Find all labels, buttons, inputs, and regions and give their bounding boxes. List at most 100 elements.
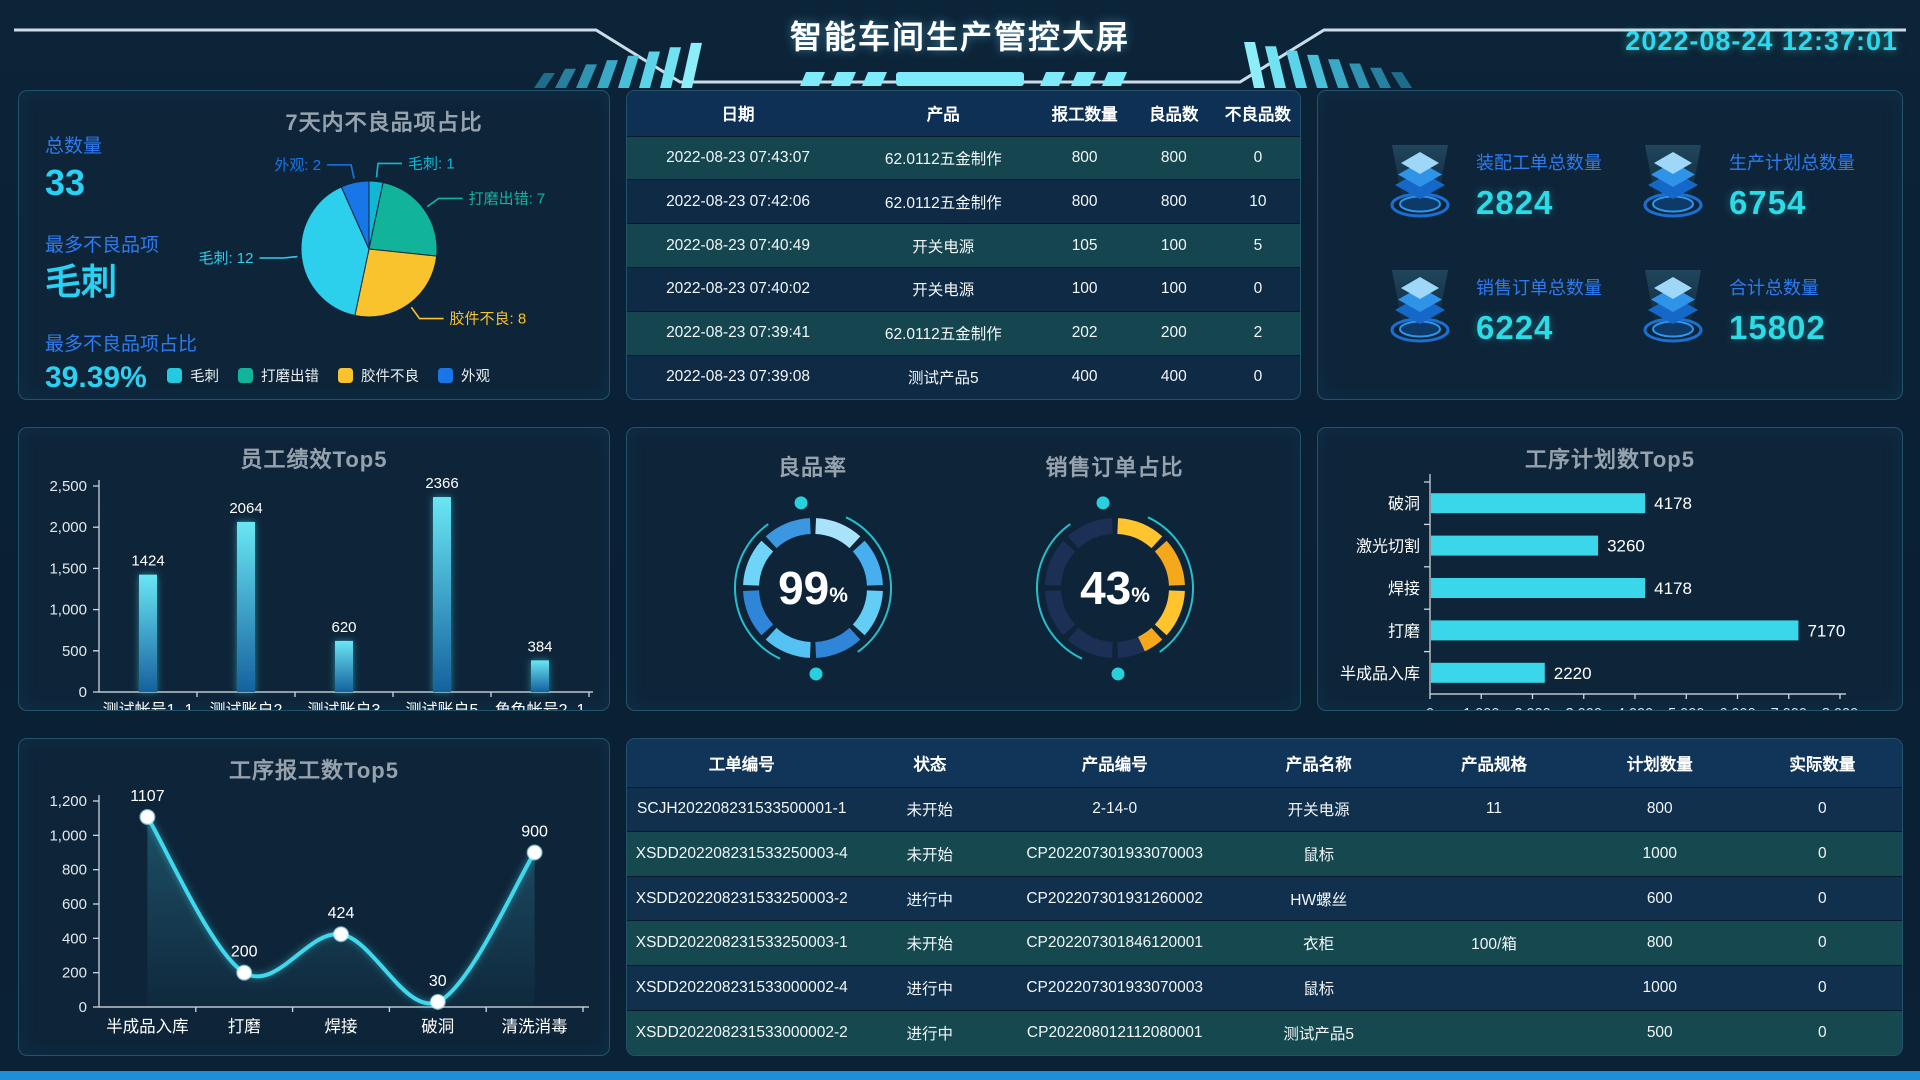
bar: [433, 497, 451, 692]
cell: CP202207301933070003: [1003, 965, 1227, 1011]
cell: 2022-08-23 07:40:49: [627, 223, 850, 268]
cell: 0: [1215, 135, 1300, 180]
bar: [335, 640, 353, 692]
svg-text:7170: 7170: [1807, 621, 1845, 640]
cell: 62.0112五金制作: [849, 179, 1038, 224]
legend-swatch: [238, 368, 253, 383]
svg-text:200: 200: [62, 965, 87, 982]
svg-text:焊接: 焊接: [325, 1017, 358, 1036]
svg-text:测试账户3: 测试账户3: [308, 701, 381, 711]
svg-text:384: 384: [527, 638, 552, 655]
svg-text:2064: 2064: [229, 500, 262, 517]
cell: 1000: [1576, 965, 1743, 1011]
bar: [531, 660, 549, 692]
stat-card-value: 2824: [1476, 184, 1554, 221]
stat-card-value: 6224: [1476, 309, 1554, 346]
cell: 202: [1037, 310, 1132, 356]
cell: 衣柜: [1226, 920, 1412, 966]
stat-label: 最多不良品项: [45, 235, 160, 256]
legend-label: 毛刺: [190, 369, 219, 385]
stat-value: 毛刺: [45, 261, 118, 302]
gauge-segment: [1067, 627, 1113, 658]
gauge-segment: [814, 518, 860, 549]
cell: 未开始: [856, 831, 1004, 877]
stat-total: 总数量 33: [45, 131, 197, 201]
process-plan-hbar-chart: 0 1,000 2,000 3,000 4,000 5,000 6,000 7,000 8,00…: [1340, 474, 1858, 711]
cell: 进行中: [856, 875, 1004, 921]
chart-title: 工序报工数Top5: [229, 758, 399, 783]
table-row: SCJH202208231533500001-1 未开始 2-14-0 开关电源 11 8…: [627, 786, 1902, 832]
bottom-strip: [0, 1071, 1920, 1080]
table-row: 2022-08-23 07:40:02 开关电源 100 100 0: [627, 266, 1300, 312]
svg-text:4178: 4178: [1654, 579, 1692, 598]
table-row: 2022-08-23 07:43:07 62.0112五金制作 800 800 0: [627, 135, 1300, 180]
column-header: 产品名称: [1226, 739, 1412, 787]
stat-card-label: 销售订单总数量: [1476, 278, 1602, 298]
column-header: 日期: [627, 91, 850, 136]
process-report-panel: 工序报工数Top5 0 200 400 600 800 1,000 1,200 1107 半成品…: [18, 738, 610, 1056]
cell: 800: [1131, 179, 1216, 224]
gauge-segment: [1067, 518, 1113, 549]
table-row: XSDD202208231533000002-4 进行中 CP20220730193…: [627, 965, 1902, 1011]
cell: [1411, 965, 1577, 1011]
legend-label: 胶件不良: [361, 369, 419, 385]
svg-text:外观: 2: 外观: 2: [274, 157, 321, 174]
cell: CP202207301846120001: [1003, 920, 1227, 966]
pie-slice: [368, 181, 438, 257]
gauge-value: 43%: [1080, 562, 1150, 614]
cell: 500: [1576, 1009, 1743, 1055]
page-title: 智能车间生产管控大屏: [789, 19, 1130, 55]
stat-card-label: 生产计划总数量: [1729, 153, 1855, 173]
cell: 2022-08-23 07:42:06: [627, 179, 850, 224]
svg-text:1,000: 1,000: [49, 827, 87, 844]
gauge-segment: [765, 627, 811, 658]
stat-card-label: 合计总数量: [1729, 278, 1819, 298]
cell: 10: [1215, 179, 1300, 224]
stat-card-0: 装配工单总数量 2824: [1382, 131, 1625, 240]
staff-bar-chart: 0 500 1,000 1,500 2,000 2,500 1424 测试帐号1_1 2064 测…: [49, 475, 593, 711]
gauge-segment: [1044, 589, 1075, 636]
cell: 800: [1037, 179, 1132, 224]
cell: 2022-08-23 07:43:07: [627, 135, 850, 180]
svg-text:400: 400: [62, 930, 87, 947]
data-point: [429, 993, 446, 1010]
defect-ratio-panel: 7天内不良品项占比 总数量 33 最多不良品项 毛刺 最多不良品项占比 39.3…: [18, 90, 610, 400]
stat-label: 总数量: [45, 136, 103, 157]
svg-text:3260: 3260: [1607, 537, 1645, 556]
chart-title: 7天内不良品项占比: [285, 110, 483, 135]
stat-card-value: 15802: [1729, 309, 1826, 346]
layers-pedestal-icon: [1643, 270, 1703, 343]
stat-value: 33: [45, 162, 86, 203]
table-header-row: 工单编号 状态 产品编号 产品名称 产品规格 计划数量 实际数量: [627, 739, 1902, 787]
cell: 未开始: [856, 786, 1004, 832]
cell: 2022-08-23 07:39:08: [627, 354, 850, 399]
report-table: 日期 产品 报工数量 良品数 不良品数 2022-08-23 07:43:07 62.01…: [627, 91, 1300, 399]
svg-text:半成品入库: 半成品入库: [106, 1017, 189, 1036]
gauge-segment: [1044, 540, 1075, 587]
cell: 100: [1131, 266, 1216, 312]
order-table: 工单编号 状态 产品编号 产品名称 产品规格 计划数量 实际数量 SCJH202208231…: [627, 739, 1902, 1055]
legend-item: 毛刺: [167, 365, 219, 386]
cell: CP202208012112080001: [1003, 1009, 1227, 1055]
good-rate-gauge-chart: 99%: [733, 496, 892, 681]
defect-pie-chart: 毛刺: 1 打磨出错: 7 胶件不良: 8 毛刺: 12 外观: 2: [198, 155, 545, 327]
svg-text:500: 500: [62, 643, 87, 660]
cell: [1411, 875, 1577, 921]
cell: XSDD202208231533000002-2: [627, 1009, 857, 1055]
cell: 800: [1576, 920, 1743, 966]
gauge-segment: [1154, 589, 1185, 636]
order-table-panel: 工单编号 状态 产品编号 产品名称 产品规格 计划数量 实际数量 SCJH202208231…: [626, 738, 1903, 1056]
process-plan-panel: 工序计划数Top5 0 1,000 2,000 3,000 4,000 5,000 6,00…: [1317, 427, 1903, 711]
table-row: XSDD202208231533250003-1 未开始 CP20220730184…: [627, 920, 1902, 966]
defect-stats: 总数量 33 最多不良品项 毛刺 最多不良品项占比 39.39%: [45, 131, 197, 399]
bar: [1431, 493, 1646, 514]
svg-text:2,500: 2,500: [49, 478, 87, 495]
pie-slice: [300, 186, 370, 317]
legend-swatch: [338, 368, 353, 383]
svg-text:5,000: 5,000: [1668, 706, 1704, 711]
svg-text:800: 800: [62, 862, 87, 879]
bar: [139, 574, 157, 692]
header-decoration: [14, 28, 1906, 88]
stat-cards-grid: 装配工单总数量 2824 生产计划总数量 6754 销售订单总数量 6224 合计总数量 15…: [1318, 91, 1902, 399]
cell: [1411, 1009, 1577, 1055]
